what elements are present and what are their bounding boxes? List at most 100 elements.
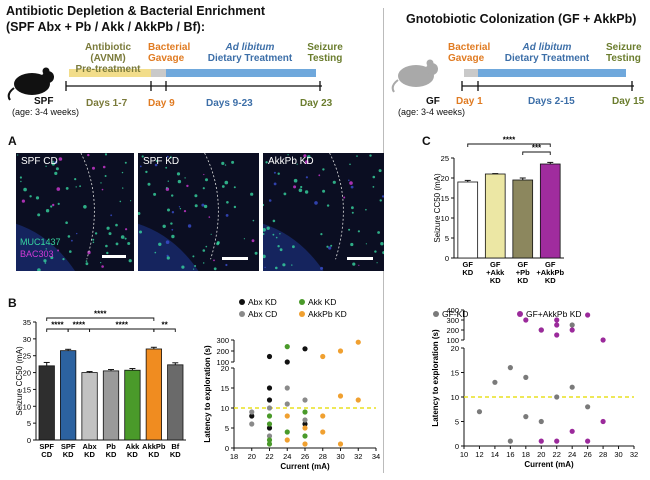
speckle: [74, 178, 77, 181]
speckle: [330, 244, 333, 247]
speckle: [125, 228, 128, 231]
speckle: [318, 174, 321, 177]
speckle: [326, 245, 329, 248]
speckle: [304, 190, 309, 194]
gf-day-diet: Days 2-15: [528, 96, 575, 107]
category-label: GF: [463, 260, 474, 269]
speckle: [328, 246, 332, 250]
mouse-label: SPF: [34, 96, 54, 107]
speckle: [154, 163, 158, 167]
speckle: [233, 205, 237, 209]
data-point: [554, 438, 560, 444]
legend-c-label: GF-KD: [442, 309, 468, 319]
data-point: [355, 397, 361, 403]
speckle: [279, 248, 283, 252]
y-tick-label: 300: [216, 336, 229, 345]
speckle: [54, 171, 58, 175]
micrograph-akkpb-kd: AkkPb KD: [263, 153, 384, 271]
data-point: [569, 428, 575, 434]
significance-label: ***: [532, 144, 542, 153]
speckle: [138, 212, 141, 215]
speckle: [145, 170, 148, 174]
significance-label: **: [161, 321, 168, 330]
speckle: [225, 214, 229, 217]
speckle: [372, 175, 376, 179]
speckle: [67, 235, 71, 238]
speckle: [263, 228, 266, 232]
speckle: [277, 245, 280, 248]
y-axis-label: Latency to exploration (s): [203, 345, 212, 443]
category-label: SPF: [39, 442, 54, 451]
data-point: [284, 437, 290, 443]
data-point: [302, 417, 308, 423]
data-point: [284, 385, 290, 391]
speckle: [177, 179, 182, 184]
mouse-age: (age: 3-4 weeks): [12, 107, 80, 117]
speckle: [210, 233, 212, 235]
speckle: [283, 192, 287, 196]
data-point: [302, 397, 308, 403]
data-point: [538, 327, 544, 333]
data-point: [302, 421, 308, 427]
data-point: [476, 409, 483, 415]
speckle: [233, 186, 236, 189]
bar: [38, 365, 55, 441]
data-point: [585, 312, 591, 318]
speckle: [272, 233, 275, 236]
x-tick-label: 32: [354, 452, 362, 461]
panel-c-letter: C: [422, 134, 431, 148]
category-label: KD: [517, 276, 528, 285]
y-tick-label: 20: [451, 344, 459, 353]
legend-b-marker: [239, 311, 245, 317]
speckle: [205, 178, 208, 182]
speckle: [351, 211, 354, 214]
y-tick-label: 400: [446, 306, 459, 315]
speckle: [194, 265, 197, 267]
data-point: [266, 385, 273, 391]
speckle: [254, 251, 258, 255]
speckle: [208, 216, 211, 218]
speckle: [92, 241, 95, 244]
data-point: [507, 365, 513, 371]
data-point: [266, 405, 273, 411]
micro-speckle-2: [138, 153, 258, 271]
significance-bracket: [522, 151, 551, 155]
speckle: [298, 188, 303, 193]
speckle: [184, 177, 186, 179]
speckle: [115, 223, 118, 227]
data-point: [302, 346, 308, 352]
x-tick-label: 20: [248, 452, 256, 461]
speckle: [62, 258, 65, 261]
gavage-bar: [151, 69, 166, 77]
data-point: [302, 441, 308, 447]
category-label: GF: [545, 260, 556, 269]
speckle: [376, 262, 378, 264]
speckle: [20, 180, 22, 183]
speckle: [85, 260, 88, 262]
speckle: [23, 187, 27, 192]
significance-label: ****: [94, 310, 107, 319]
stage-diet: Ad libitum Dietary Treatment: [207, 42, 293, 64]
x-tick-label: 30: [614, 450, 622, 459]
category-label: KD: [148, 450, 159, 459]
micrograph-spf-cd: SPF CD MUC1437 BAC303: [16, 153, 134, 271]
speckle: [187, 224, 192, 228]
speckle: [374, 250, 377, 253]
bar: [512, 179, 534, 259]
speckle: [272, 219, 276, 223]
speckle: [106, 251, 109, 255]
mouse-icon-gf: [391, 59, 438, 93]
data-point: [585, 438, 591, 444]
data-point: [284, 401, 290, 407]
y-tick-label: 0: [225, 444, 229, 453]
speckle: [124, 237, 127, 240]
speckle: [352, 262, 356, 266]
x-tick-label: 22: [553, 450, 561, 459]
speckle: [243, 238, 245, 240]
speckle: [282, 263, 286, 267]
speckle: [108, 232, 112, 236]
speckle: [124, 161, 127, 164]
speckle: [45, 248, 47, 250]
